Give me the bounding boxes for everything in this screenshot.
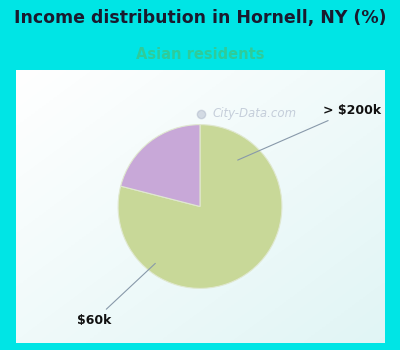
Text: > $200k: > $200k [238,104,381,160]
Text: City-Data.com: City-Data.com [212,107,297,120]
Text: Income distribution in Hornell, NY (%): Income distribution in Hornell, NY (%) [14,8,386,27]
Text: $60k: $60k [77,264,155,327]
Wedge shape [118,125,282,288]
Wedge shape [121,125,200,206]
Text: Asian residents: Asian residents [136,47,264,62]
